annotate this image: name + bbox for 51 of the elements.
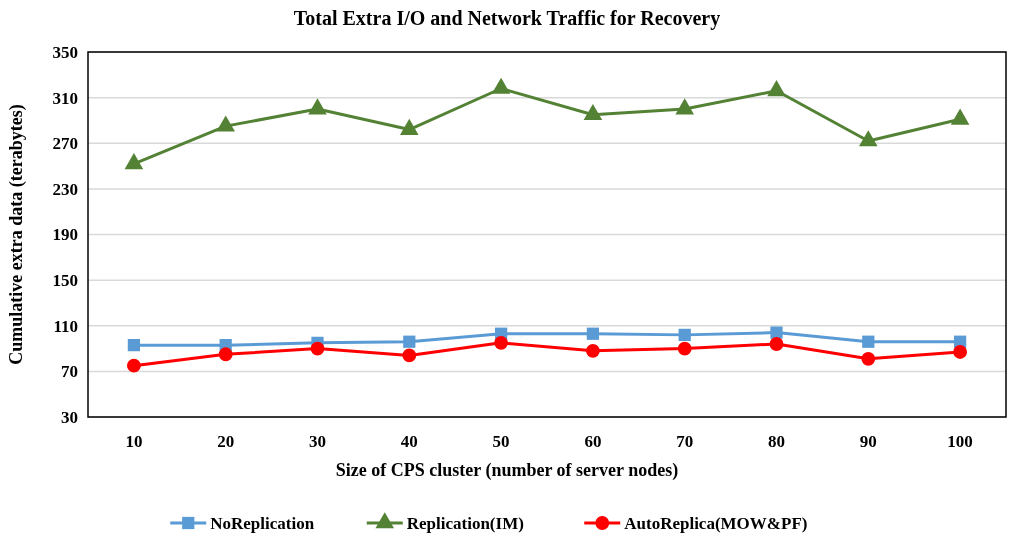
x-tick-label: 40 bbox=[400, 432, 418, 451]
y-tick-label: 110 bbox=[53, 316, 78, 336]
x-tick-label: 90 bbox=[859, 432, 877, 451]
point bbox=[678, 328, 691, 341]
point bbox=[402, 348, 417, 363]
point bbox=[769, 337, 784, 351]
x-axis-title: Size of CPS cluster (number of server nodes) bbox=[335, 460, 679, 481]
point bbox=[583, 103, 603, 121]
legend-label: NoReplication bbox=[210, 513, 315, 533]
point bbox=[770, 326, 783, 339]
point bbox=[677, 341, 692, 356]
y-tick-label: 30 bbox=[61, 407, 78, 427]
chart-title: Total Extra I/O and Network Traffic for Recovery bbox=[293, 7, 721, 30]
point bbox=[399, 118, 419, 135]
x-tick-label: 10 bbox=[125, 432, 143, 451]
point bbox=[127, 339, 141, 352]
point bbox=[586, 327, 600, 340]
point bbox=[218, 347, 233, 362]
legend-label: Replication(IM) bbox=[406, 513, 524, 533]
x-tick-label: 80 bbox=[768, 432, 785, 451]
point bbox=[494, 335, 509, 350]
x-tick-label: 70 bbox=[676, 432, 694, 451]
point bbox=[675, 98, 695, 115]
point bbox=[126, 358, 141, 373]
x-tick-label: 100 bbox=[947, 432, 973, 451]
point bbox=[491, 77, 511, 94]
point bbox=[858, 130, 878, 147]
y-tick-label: 310 bbox=[52, 88, 78, 108]
point bbox=[403, 335, 416, 348]
point bbox=[308, 98, 327, 115]
point bbox=[861, 351, 876, 366]
y-tick-label: 270 bbox=[52, 134, 78, 154]
legend-label: AutoReplica(MOW&PF) bbox=[624, 513, 808, 533]
point bbox=[767, 80, 786, 97]
x-tick-label: 30 bbox=[309, 432, 326, 451]
y-tick-label: 70 bbox=[61, 362, 78, 382]
point bbox=[216, 115, 236, 132]
x-tick-label: 50 bbox=[492, 432, 510, 451]
y-tick-label: 190 bbox=[52, 225, 78, 245]
point bbox=[950, 108, 970, 125]
point bbox=[585, 343, 600, 358]
y-tick-label: 150 bbox=[52, 271, 78, 291]
point bbox=[862, 335, 875, 348]
point bbox=[953, 345, 968, 359]
x-tick-label: 20 bbox=[217, 432, 235, 451]
point bbox=[124, 153, 144, 170]
y-tick-label: 230 bbox=[52, 179, 78, 199]
y-tick-label: 350 bbox=[52, 42, 78, 62]
point bbox=[310, 341, 325, 356]
x-tick-label: 60 bbox=[584, 432, 602, 451]
y-axis-title: Cumulative extra data (terabytes) bbox=[6, 104, 27, 365]
